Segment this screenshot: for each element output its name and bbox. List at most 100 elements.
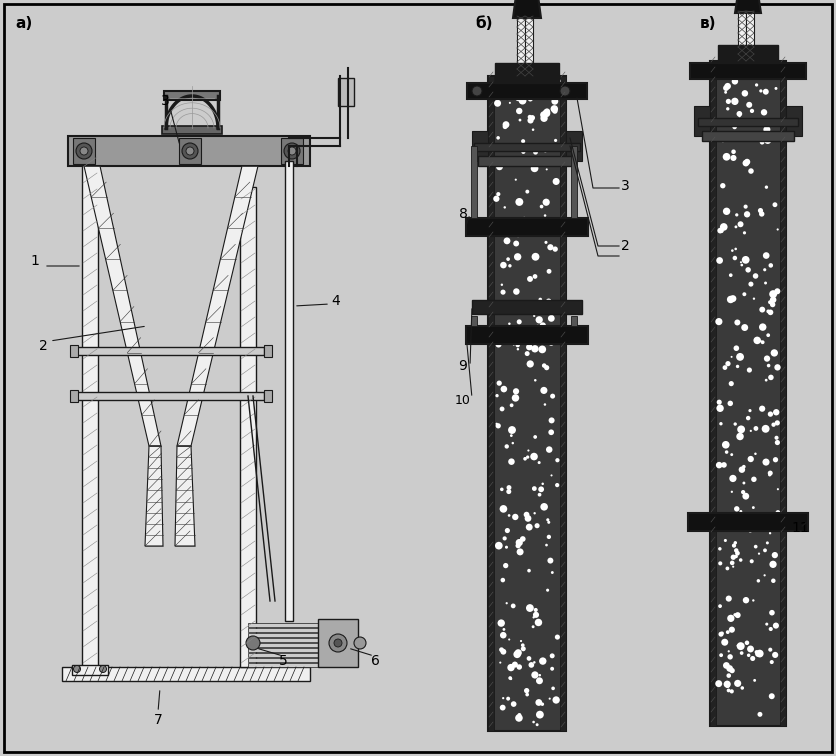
Circle shape <box>767 411 773 417</box>
Bar <box>248 643 320 647</box>
Circle shape <box>768 375 773 380</box>
Circle shape <box>724 680 731 688</box>
Polygon shape <box>84 166 161 446</box>
Circle shape <box>502 121 509 128</box>
Circle shape <box>762 425 770 432</box>
Circle shape <box>513 240 519 246</box>
Circle shape <box>754 453 757 455</box>
Circle shape <box>770 660 774 664</box>
Circle shape <box>737 111 742 116</box>
Text: 7: 7 <box>154 713 162 727</box>
Circle shape <box>721 227 723 229</box>
Circle shape <box>536 723 538 727</box>
Circle shape <box>523 512 529 518</box>
Circle shape <box>767 309 773 315</box>
Circle shape <box>719 228 724 233</box>
Circle shape <box>752 298 755 300</box>
Circle shape <box>516 306 521 311</box>
Circle shape <box>772 552 778 558</box>
Circle shape <box>555 79 561 84</box>
Circle shape <box>758 208 763 213</box>
Bar <box>702 131 794 141</box>
Bar <box>488 76 566 731</box>
Circle shape <box>536 316 543 324</box>
Circle shape <box>726 596 732 602</box>
Circle shape <box>551 105 558 113</box>
Circle shape <box>768 473 772 476</box>
Circle shape <box>555 634 560 640</box>
Polygon shape <box>735 0 761 13</box>
Circle shape <box>552 98 558 105</box>
Circle shape <box>543 148 548 153</box>
Circle shape <box>720 183 726 188</box>
Circle shape <box>284 143 300 159</box>
Circle shape <box>520 640 522 642</box>
Circle shape <box>533 454 536 457</box>
Bar <box>74 347 264 355</box>
Circle shape <box>539 658 547 665</box>
Circle shape <box>763 126 771 133</box>
Circle shape <box>508 639 510 640</box>
Circle shape <box>733 613 737 616</box>
Circle shape <box>757 712 762 717</box>
Circle shape <box>746 416 751 420</box>
Bar <box>338 78 354 106</box>
Circle shape <box>716 257 723 264</box>
Bar <box>688 513 808 531</box>
Circle shape <box>766 541 769 544</box>
Circle shape <box>718 547 721 550</box>
Circle shape <box>515 714 522 722</box>
Circle shape <box>507 664 515 671</box>
Circle shape <box>548 339 554 345</box>
Circle shape <box>518 97 527 104</box>
Circle shape <box>524 688 529 693</box>
Circle shape <box>500 505 507 513</box>
Circle shape <box>550 474 553 476</box>
Polygon shape <box>513 0 541 18</box>
Circle shape <box>748 169 754 174</box>
Text: 11: 11 <box>791 521 809 535</box>
Circle shape <box>551 686 555 690</box>
Circle shape <box>743 231 746 234</box>
Circle shape <box>497 136 500 140</box>
Circle shape <box>543 214 547 217</box>
Circle shape <box>759 324 767 331</box>
Circle shape <box>521 139 525 143</box>
Circle shape <box>526 344 533 350</box>
Circle shape <box>548 558 553 563</box>
Circle shape <box>729 627 735 633</box>
Circle shape <box>727 296 734 303</box>
Circle shape <box>747 102 752 108</box>
Circle shape <box>540 205 543 209</box>
Circle shape <box>516 108 522 114</box>
Bar <box>471 146 477 218</box>
Circle shape <box>769 693 775 699</box>
Circle shape <box>725 451 728 454</box>
Circle shape <box>532 159 538 166</box>
Circle shape <box>538 493 542 497</box>
Circle shape <box>354 637 366 649</box>
Circle shape <box>752 273 758 279</box>
Circle shape <box>540 503 548 510</box>
Circle shape <box>733 345 739 351</box>
Circle shape <box>745 640 749 645</box>
Circle shape <box>763 69 770 76</box>
Circle shape <box>774 435 778 440</box>
Circle shape <box>528 117 533 123</box>
Circle shape <box>722 153 731 161</box>
Circle shape <box>529 115 535 120</box>
Circle shape <box>186 147 194 155</box>
Circle shape <box>515 178 517 181</box>
Circle shape <box>750 429 752 432</box>
Circle shape <box>548 417 554 423</box>
Circle shape <box>752 506 755 509</box>
Circle shape <box>508 426 516 434</box>
Circle shape <box>761 340 765 344</box>
Bar <box>495 63 559 83</box>
Text: 2: 2 <box>38 339 48 353</box>
Circle shape <box>544 108 550 115</box>
Circle shape <box>742 73 745 76</box>
Bar <box>248 658 320 662</box>
Circle shape <box>528 450 529 451</box>
Circle shape <box>762 459 770 466</box>
